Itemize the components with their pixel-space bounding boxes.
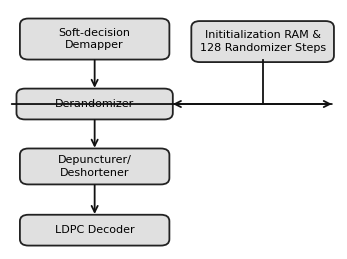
Text: Soft-decision
Demapper: Soft-decision Demapper bbox=[59, 28, 131, 50]
FancyBboxPatch shape bbox=[20, 19, 169, 60]
FancyBboxPatch shape bbox=[191, 21, 334, 62]
FancyBboxPatch shape bbox=[16, 89, 173, 119]
Text: Derandomizer: Derandomizer bbox=[55, 99, 134, 109]
FancyBboxPatch shape bbox=[20, 215, 169, 246]
Text: LDPC Decoder: LDPC Decoder bbox=[55, 225, 134, 235]
Text: Depuncturer/
Deshortener: Depuncturer/ Deshortener bbox=[58, 155, 132, 178]
FancyBboxPatch shape bbox=[20, 148, 169, 184]
Text: Inititialization RAM &
128 Randomizer Steps: Inititialization RAM & 128 Randomizer St… bbox=[200, 30, 326, 53]
